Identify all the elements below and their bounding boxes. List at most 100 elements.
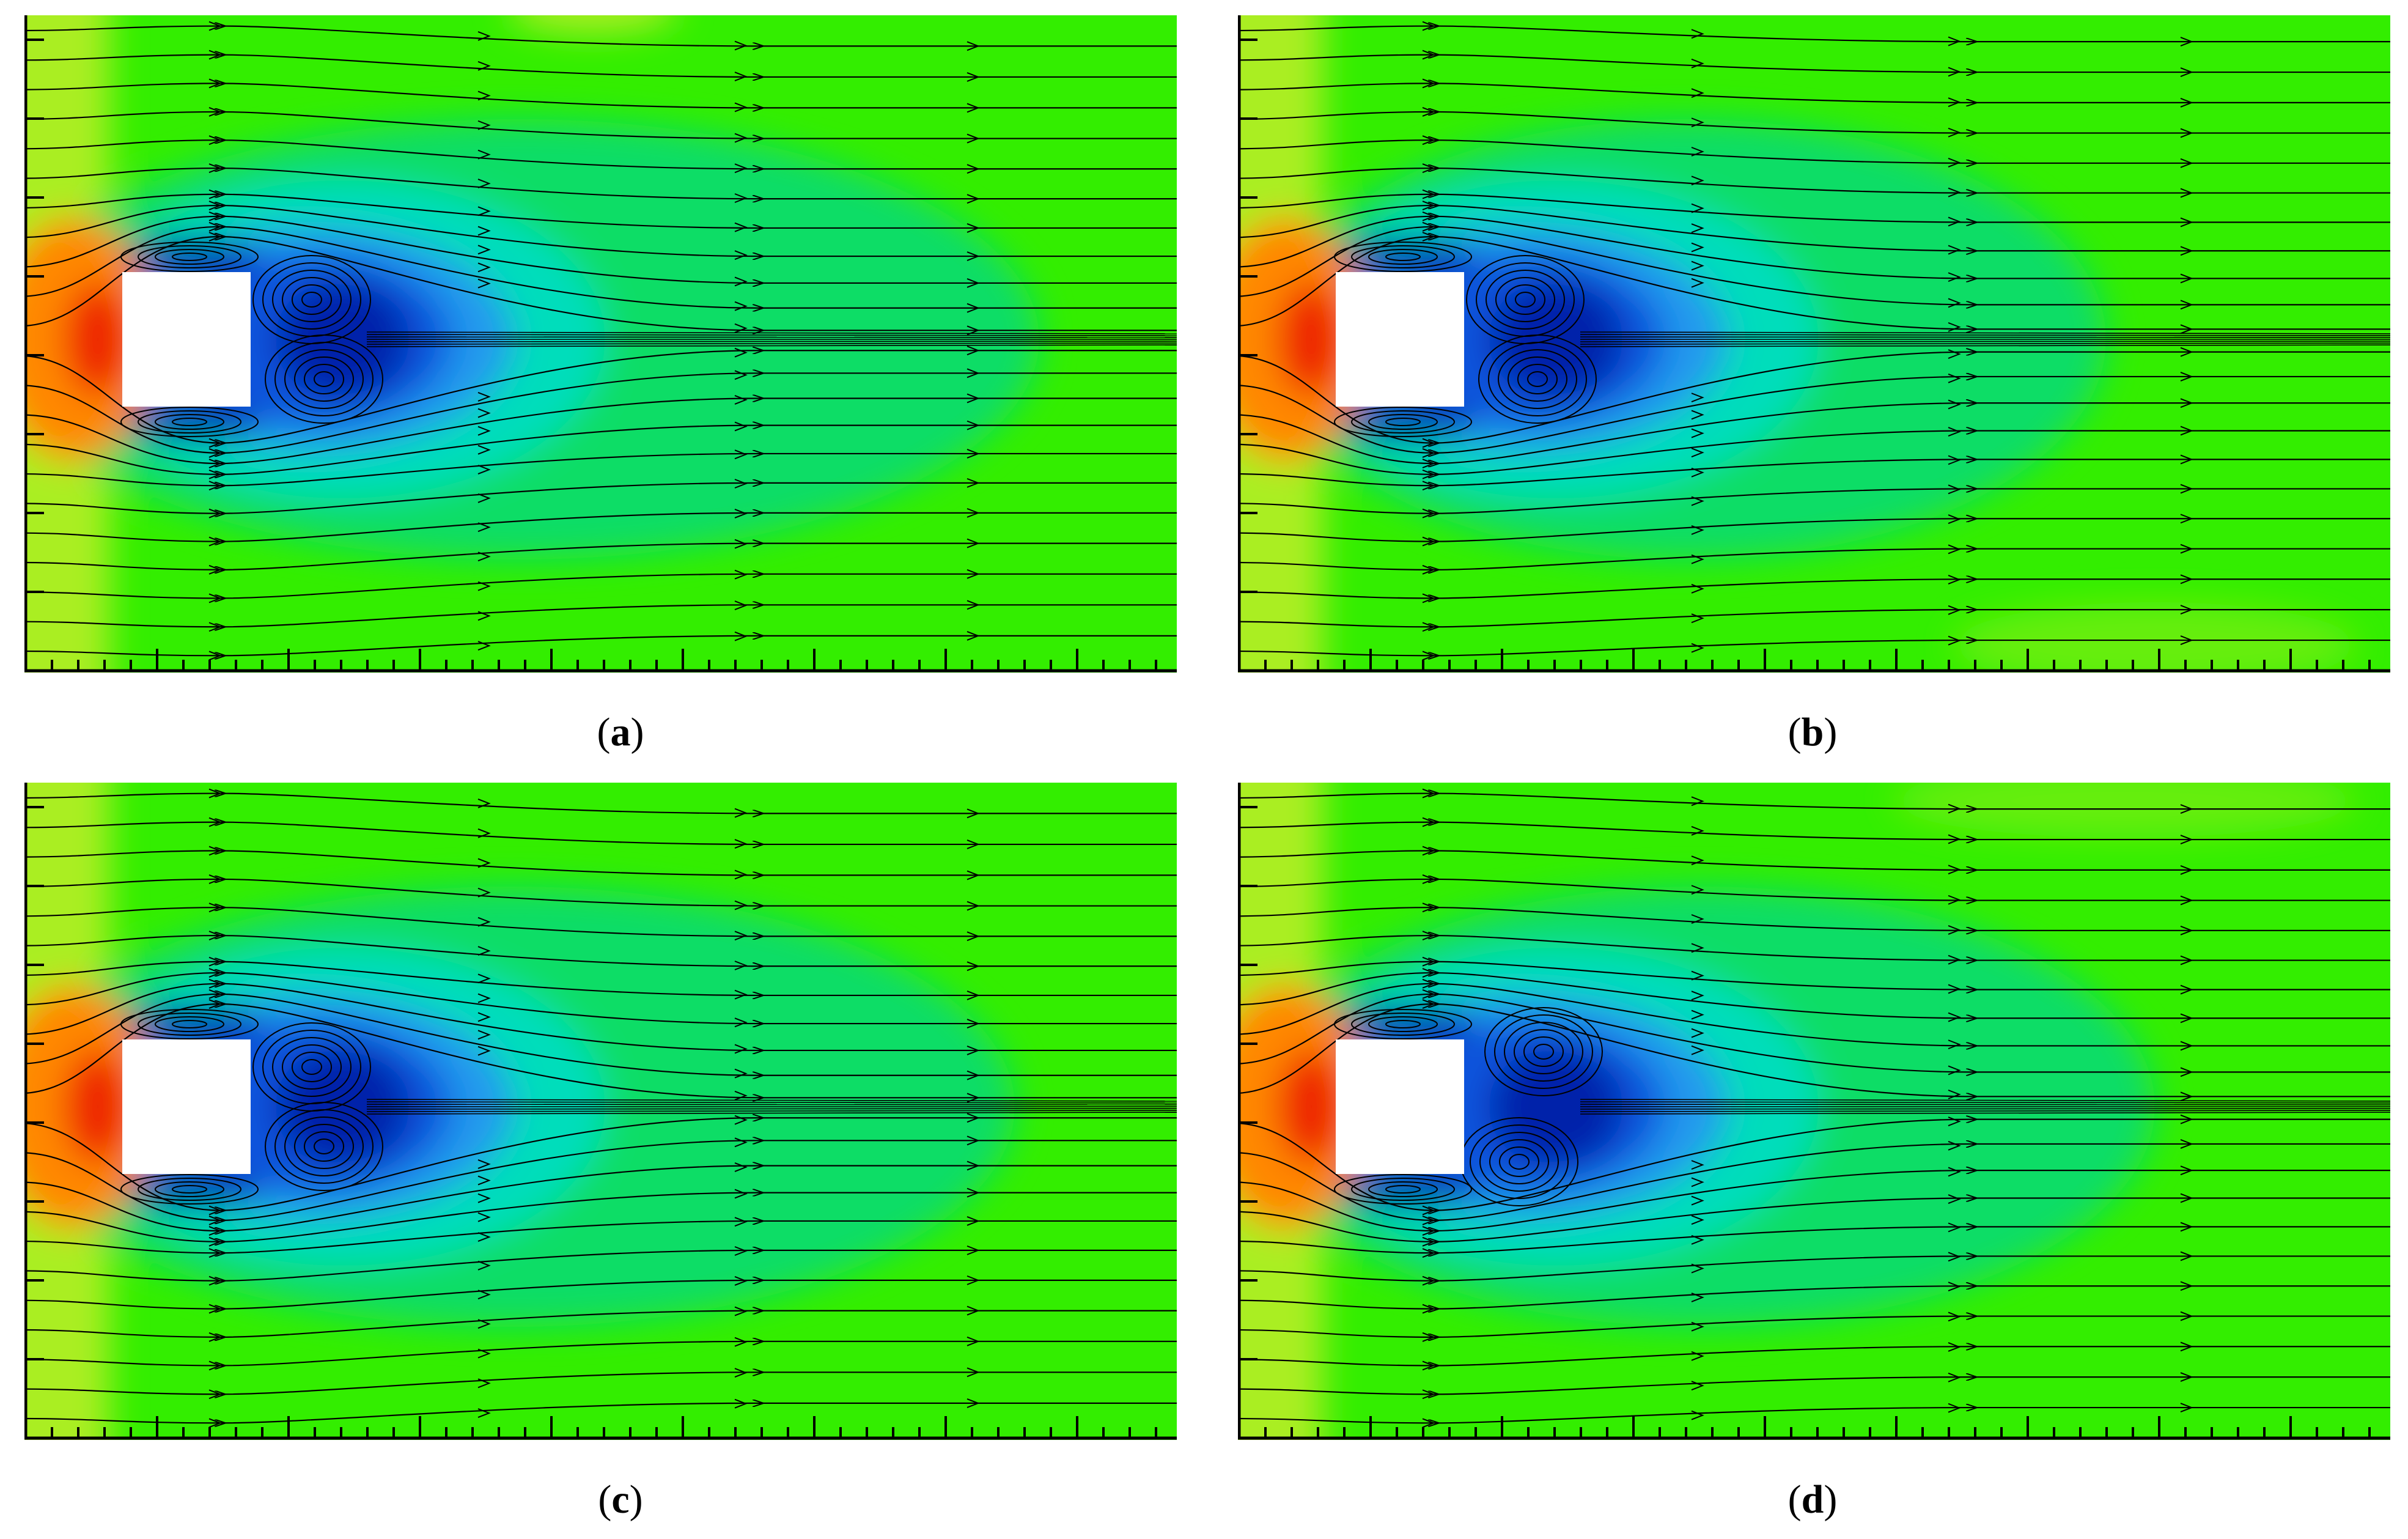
- streamline-arrow: [1691, 278, 1704, 288]
- streamline-arrow: [2180, 37, 2193, 47]
- streamline-arrow: [1948, 575, 1961, 585]
- wake-centerline: [366, 331, 1177, 334]
- streamline-arrow: [2180, 574, 2193, 585]
- top-bubble-ring: [1385, 1020, 1421, 1028]
- streamline-arrow: [1422, 163, 1435, 173]
- streamline-arrow: [2180, 217, 2193, 227]
- streamline-arrow: [967, 1070, 980, 1080]
- axes-frame: [1238, 783, 2390, 1440]
- streamline-arrow: [734, 539, 748, 549]
- streamline: [1238, 1377, 2390, 1394]
- top-bubble-ring: [138, 245, 241, 268]
- streamline-arrow: [2180, 1311, 2193, 1321]
- streamline-arrow: [1422, 135, 1435, 146]
- streamline-arrow: [1422, 1304, 1435, 1314]
- streamline-arrow: [967, 808, 980, 819]
- streamline: [24, 879, 1177, 906]
- streamline: [1238, 1346, 2390, 1365]
- streamline-arrow: [967, 1305, 980, 1316]
- vortices: [120, 242, 383, 437]
- top-bubble-ring: [155, 1016, 224, 1032]
- streamline-arrow: [734, 509, 748, 519]
- bottom-bubble-ring: [1385, 1185, 1421, 1194]
- lower-vortex-ring: [1517, 364, 1558, 394]
- vortices: [1334, 242, 1597, 437]
- streamline-arrow: [2180, 835, 2193, 844]
- streamline-arrow: [477, 828, 491, 838]
- streamline-arrow: [477, 493, 491, 503]
- streamline-arrow: [2180, 1067, 2193, 1077]
- streamline-arrow: [208, 817, 222, 827]
- streamline-arrow: [208, 931, 222, 940]
- wake-centerline: [1580, 1104, 2390, 1105]
- caption-a: (a): [597, 710, 644, 755]
- streamline-arrow: [1691, 525, 1704, 535]
- streamline-arrow: [1948, 97, 1961, 108]
- panel-a: [24, 15, 1177, 673]
- streamline-arrow: [1948, 834, 1961, 844]
- streamline: [1238, 140, 2390, 163]
- streamline-arrow: [1948, 865, 1961, 875]
- streamline-arrow: [1691, 885, 1704, 895]
- streamline-arrow: [208, 189, 222, 199]
- streamline-arrow: [2180, 804, 2193, 814]
- streamline-arrow: [734, 72, 748, 82]
- streamline-arrow: [734, 1337, 748, 1347]
- streamline-arrow: [1948, 1312, 1961, 1322]
- streamline-arrow: [208, 201, 222, 210]
- streamline-arrow: [2180, 398, 2193, 408]
- streamline-arrow: [208, 999, 222, 1009]
- streamline-arrow: [1422, 1360, 1435, 1371]
- streamline-arrow: [734, 1398, 748, 1409]
- wake-centerline: [366, 1099, 1177, 1102]
- streamline-arrow: [1691, 147, 1704, 157]
- streamline-arrow: [1691, 1292, 1704, 1302]
- streamline-arrow: [208, 564, 222, 575]
- streamline-arrow: [477, 1232, 491, 1242]
- streamline-arrow: [1422, 968, 1435, 978]
- streamline: [24, 636, 1177, 655]
- streamline: [1238, 168, 2390, 193]
- streamline: [1238, 1004, 2390, 1096]
- bottom-bubble-ring: [155, 414, 224, 430]
- axes-frame: [24, 783, 1177, 1440]
- bottom-bubble-ring: [1368, 1181, 1438, 1197]
- streamline-arrow: [1691, 175, 1704, 186]
- upper-vortex-ring: [1514, 1029, 1574, 1074]
- bottom-bubble-ring: [120, 1174, 259, 1205]
- wake-centerline: [1580, 331, 2390, 334]
- streamline-arrow: [208, 978, 222, 989]
- streamline-arrow: [734, 631, 748, 641]
- streamline-arrow: [1422, 846, 1435, 856]
- streamline: [1238, 851, 2390, 869]
- lower-vortex-ring: [265, 1102, 383, 1191]
- stagnation-red: [1278, 281, 1345, 397]
- streamline: [1238, 579, 2390, 598]
- streamline-arrow: [1422, 989, 1435, 999]
- top-bubble-ring: [1368, 249, 1438, 265]
- streamline-arrow: [1422, 189, 1435, 199]
- streamline-arrow: [2180, 544, 2193, 554]
- streamline-arrow: [1422, 221, 1435, 232]
- streamline-arrow: [2180, 1222, 2193, 1232]
- streamline: [1238, 237, 2390, 329]
- streamline-arrow: [734, 808, 748, 818]
- streamline-arrow: [208, 107, 222, 117]
- wake-centerline: [1580, 336, 2390, 338]
- streamline-arrow: [1691, 1351, 1704, 1361]
- streamline-arrow: [967, 630, 980, 641]
- streamline-arrow: [967, 901, 980, 911]
- upper-vortex-ring: [292, 1052, 332, 1082]
- lower-vortex-ring: [1478, 334, 1597, 424]
- streamline: [1238, 489, 2390, 513]
- lower-vortex-ring: [274, 342, 374, 416]
- streamline: [24, 1004, 1177, 1098]
- streamline-arrow: [967, 393, 980, 404]
- streamline-arrow: [208, 651, 222, 661]
- streamline-arrow: [477, 799, 491, 808]
- wake-centerline: [1580, 1099, 2390, 1102]
- bottom-bubble-ring: [1351, 1178, 1455, 1201]
- streamline-arrow: [208, 1389, 222, 1400]
- top-bubble-ring: [138, 1013, 241, 1036]
- streamline-arrow: [2180, 1372, 2193, 1382]
